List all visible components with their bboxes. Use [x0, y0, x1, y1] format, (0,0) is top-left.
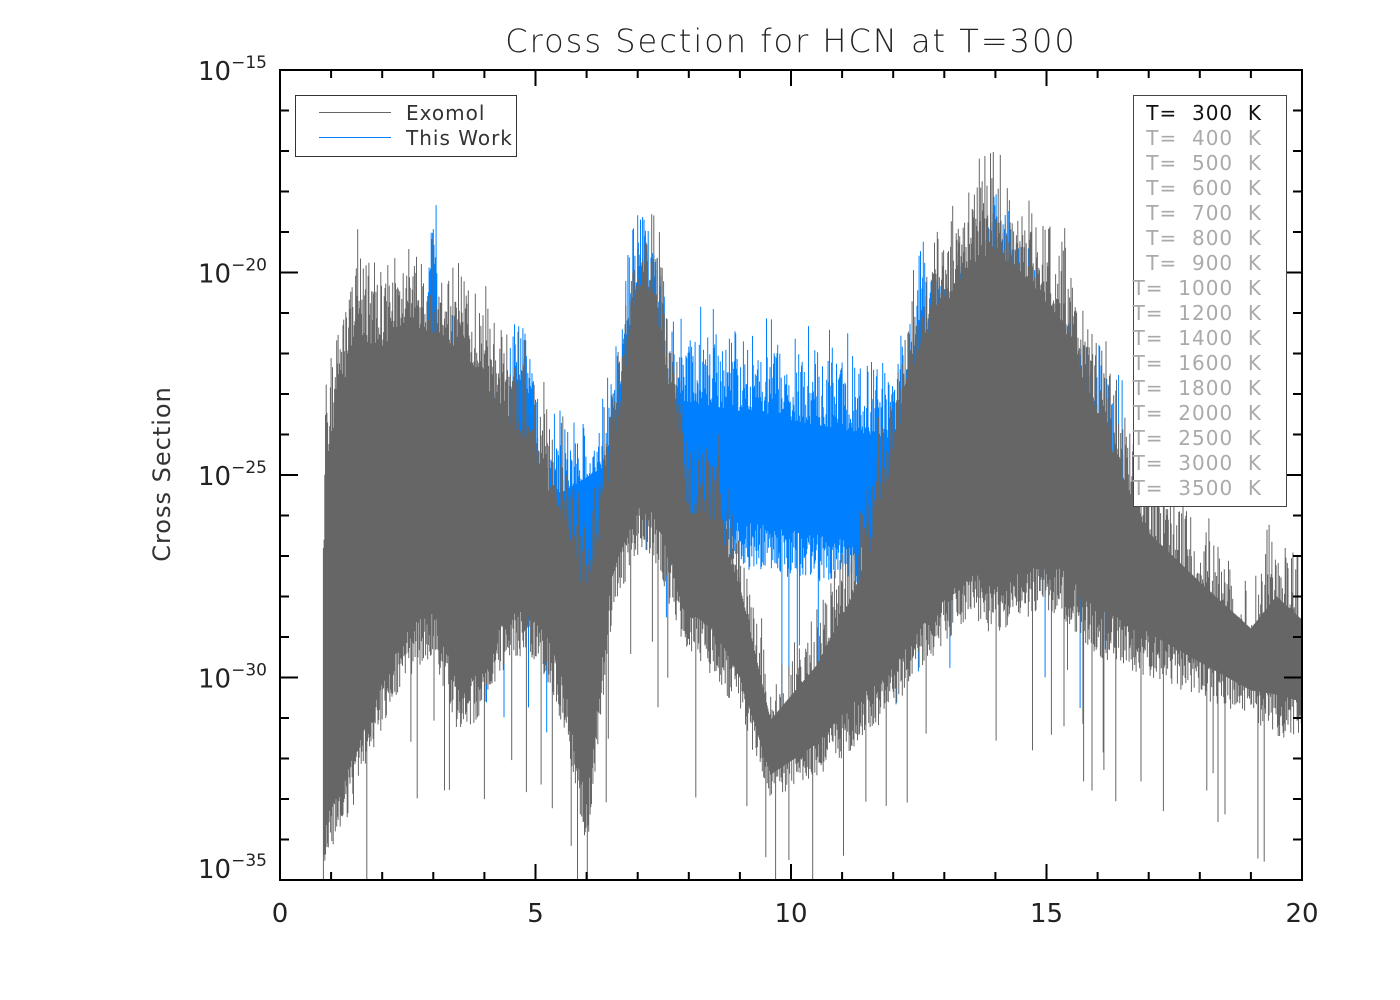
y-tick-exponent: −20 — [231, 256, 267, 276]
temperature-legend-item[interactable]: T= 1400 K — [1132, 326, 1262, 350]
temperature-legend-item[interactable]: T= 500 K — [1146, 151, 1262, 175]
legend-label-exomol: Exomol — [406, 101, 486, 125]
y-tick-base: 10 — [198, 260, 231, 290]
temperature-legend-item[interactable]: T= 900 K — [1146, 251, 1262, 275]
series-exomol — [322, 152, 1302, 880]
y-tick-base: 10 — [198, 462, 231, 492]
x-tick-label: 5 — [527, 899, 544, 929]
y-tick-exponent: −35 — [231, 851, 267, 871]
chart-title: Cross Section for HCN at T=300 — [505, 22, 1077, 60]
temperature-legend-item[interactable]: T= 700 K — [1146, 201, 1262, 225]
y-tick-exponent: −30 — [231, 661, 267, 681]
temperature-legend-item[interactable]: T= 400 K — [1146, 126, 1262, 150]
temperature-legend-item[interactable]: T= 3000 K — [1132, 451, 1262, 475]
temperature-legend-item[interactable]: T= 3500 K — [1132, 476, 1262, 500]
x-tick-label: 10 — [774, 899, 807, 929]
temperature-legend-item[interactable]: T= 1600 K — [1132, 351, 1262, 375]
series-legend: Exomol This Work — [295, 95, 517, 157]
x-tick-label: 0 — [272, 899, 289, 929]
y-tick-label: 10−30 — [198, 661, 267, 695]
x-tick-label: 20 — [1285, 899, 1318, 929]
y-tick-label: 10−25 — [198, 458, 267, 492]
y-tick-label: 10−35 — [198, 851, 267, 885]
legend-line-exomol — [319, 112, 391, 113]
y-tick-base: 10 — [198, 57, 231, 87]
temperature-legend-item[interactable]: T= 800 K — [1146, 226, 1262, 250]
temperature-legend-item[interactable]: T= 2000 K — [1132, 401, 1262, 425]
temperature-legend-item[interactable]: T= 2500 K — [1132, 426, 1262, 450]
y-tick-base: 10 — [198, 855, 231, 885]
x-tick-label: 15 — [1030, 899, 1063, 929]
temperature-legend-item[interactable]: T= 1800 K — [1132, 376, 1262, 400]
temperature-legend-item[interactable]: T= 1000 K — [1132, 276, 1262, 300]
y-tick-base: 10 — [198, 665, 231, 695]
y-tick-label: 10−20 — [198, 256, 267, 290]
legend-line-this-work — [319, 137, 391, 138]
temperature-legend-item[interactable]: T= 600 K — [1146, 176, 1262, 200]
legend-label-this-work: This Work — [406, 126, 513, 150]
temperature-legend: T= 300 K T= 400 K T= 500 K T= 600 K T= 700 K… — [1133, 95, 1287, 507]
y-tick-label: 10−15 — [198, 53, 267, 87]
temperature-legend-item[interactable]: T= 1200 K — [1132, 301, 1262, 325]
y-tick-exponent: −25 — [231, 458, 267, 478]
temperature-legend-item[interactable]: T= 300 K — [1146, 101, 1262, 125]
y-tick-exponent: −15 — [231, 53, 267, 73]
